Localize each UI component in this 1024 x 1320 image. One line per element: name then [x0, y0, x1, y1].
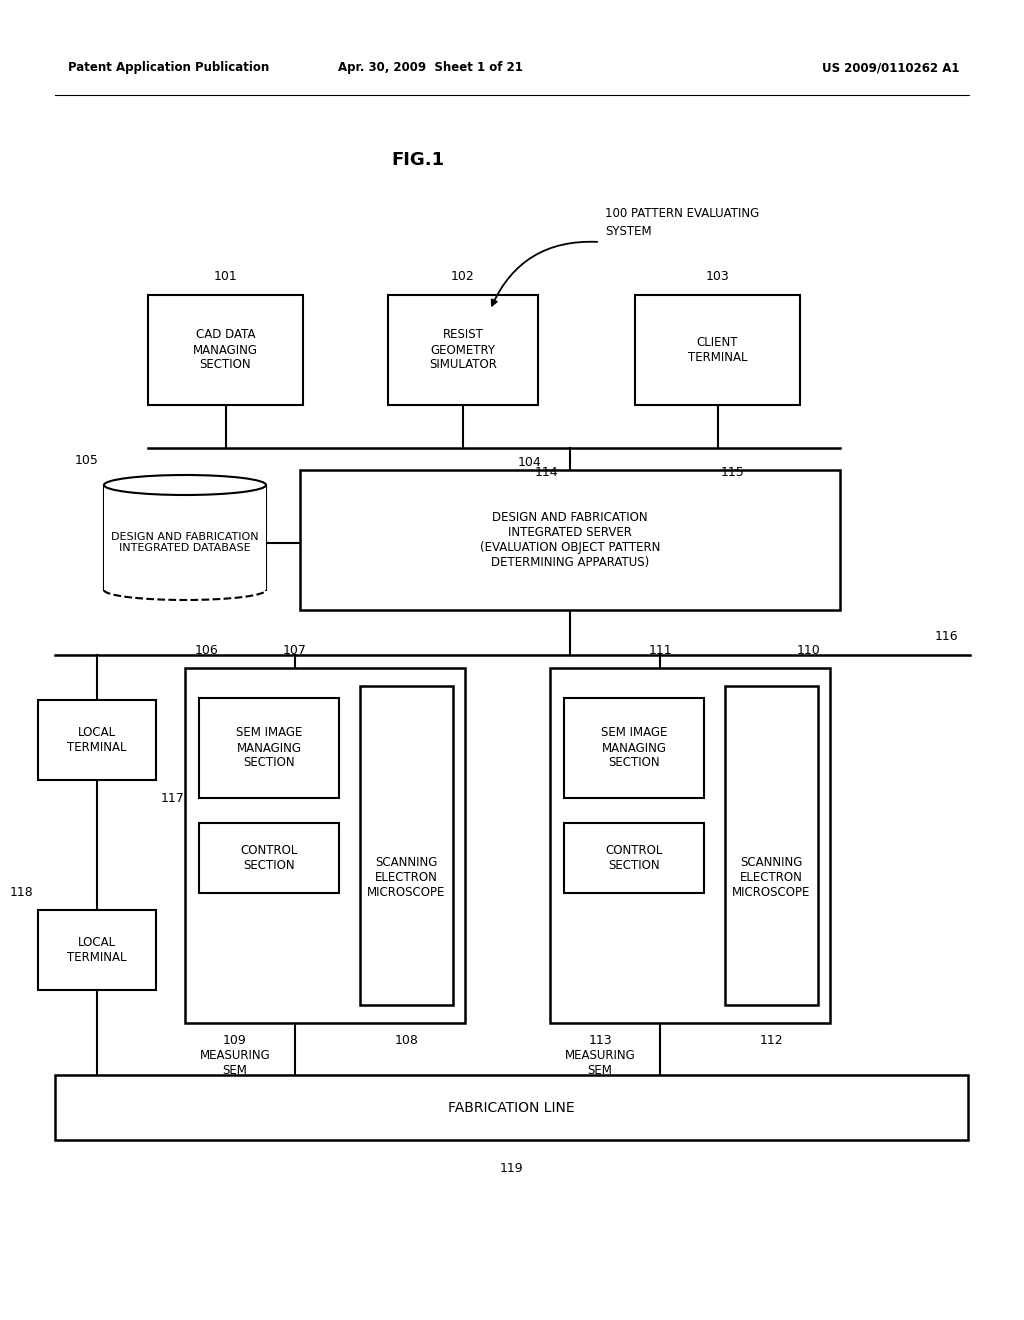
- Text: 117: 117: [161, 792, 184, 804]
- Bar: [564, 698, 705, 799]
- Bar: [388, 294, 538, 405]
- Text: 108: 108: [394, 1035, 419, 1048]
- Text: MEASURING
SEM: MEASURING SEM: [564, 1049, 635, 1077]
- Text: 119: 119: [500, 1162, 523, 1175]
- Text: Apr. 30, 2009  Sheet 1 of 21: Apr. 30, 2009 Sheet 1 of 21: [338, 62, 522, 74]
- Text: 100 PATTERN EVALUATING
SYSTEM: 100 PATTERN EVALUATING SYSTEM: [605, 207, 759, 238]
- Bar: [564, 822, 705, 894]
- Ellipse shape: [104, 475, 266, 495]
- Text: 102: 102: [452, 271, 475, 284]
- Text: CONTROL
SECTION: CONTROL SECTION: [605, 843, 663, 873]
- Text: 111: 111: [648, 644, 672, 656]
- Text: 113: 113: [588, 1035, 611, 1048]
- Text: SCANNING
ELECTRON
MICROSCOPE: SCANNING ELECTRON MICROSCOPE: [732, 855, 811, 899]
- Text: 116: 116: [934, 631, 958, 644]
- Text: DESIGN AND FABRICATION
INTEGRATED SERVER
(EVALUATION OBJECT PATTERN
DETERMINING : DESIGN AND FABRICATION INTEGRATED SERVER…: [480, 511, 660, 569]
- Text: 112: 112: [760, 1035, 783, 1048]
- Bar: [38, 909, 156, 990]
- Text: CAD DATA
MANAGING
SECTION: CAD DATA MANAGING SECTION: [193, 329, 258, 371]
- Text: CONTROL
SECTION: CONTROL SECTION: [241, 843, 298, 873]
- Text: 114: 114: [535, 466, 559, 479]
- Text: CLIENT
TERMINAL: CLIENT TERMINAL: [688, 337, 748, 364]
- Text: RESIST
GEOMETRY
SIMULATOR: RESIST GEOMETRY SIMULATOR: [429, 329, 497, 371]
- Text: SEM IMAGE
MANAGING
SECTION: SEM IMAGE MANAGING SECTION: [601, 726, 668, 770]
- Bar: [104, 484, 266, 590]
- Text: 109: 109: [223, 1035, 247, 1048]
- Text: 103: 103: [706, 271, 729, 284]
- Text: LOCAL
TERMINAL: LOCAL TERMINAL: [68, 726, 127, 754]
- Bar: [55, 1074, 968, 1140]
- Bar: [360, 686, 453, 1005]
- Text: FIG.1: FIG.1: [391, 150, 444, 169]
- Bar: [185, 668, 465, 1023]
- Text: 104: 104: [518, 455, 542, 469]
- Bar: [148, 294, 303, 405]
- Bar: [725, 686, 818, 1005]
- Text: FABRICATION LINE: FABRICATION LINE: [449, 1101, 574, 1114]
- Text: DESIGN AND FABRICATION
INTEGRATED DATABASE: DESIGN AND FABRICATION INTEGRATED DATABA…: [112, 532, 259, 553]
- Text: Patent Application Publication: Patent Application Publication: [68, 62, 269, 74]
- Bar: [635, 294, 800, 405]
- Text: 110: 110: [797, 644, 820, 656]
- Text: 115: 115: [721, 466, 744, 479]
- Text: US 2009/0110262 A1: US 2009/0110262 A1: [822, 62, 961, 74]
- Bar: [38, 700, 156, 780]
- Bar: [550, 668, 830, 1023]
- Text: 106: 106: [195, 644, 219, 656]
- Text: 101: 101: [214, 271, 238, 284]
- Text: LOCAL
TERMINAL: LOCAL TERMINAL: [68, 936, 127, 964]
- Text: SCANNING
ELECTRON
MICROSCOPE: SCANNING ELECTRON MICROSCOPE: [368, 855, 445, 899]
- Text: SEM IMAGE
MANAGING
SECTION: SEM IMAGE MANAGING SECTION: [236, 726, 302, 770]
- Bar: [199, 698, 339, 799]
- Text: MEASURING
SEM: MEASURING SEM: [200, 1049, 270, 1077]
- Text: 105: 105: [75, 454, 99, 466]
- Text: 118: 118: [9, 886, 33, 899]
- Text: 107: 107: [283, 644, 307, 656]
- Bar: [300, 470, 840, 610]
- Bar: [199, 822, 339, 894]
